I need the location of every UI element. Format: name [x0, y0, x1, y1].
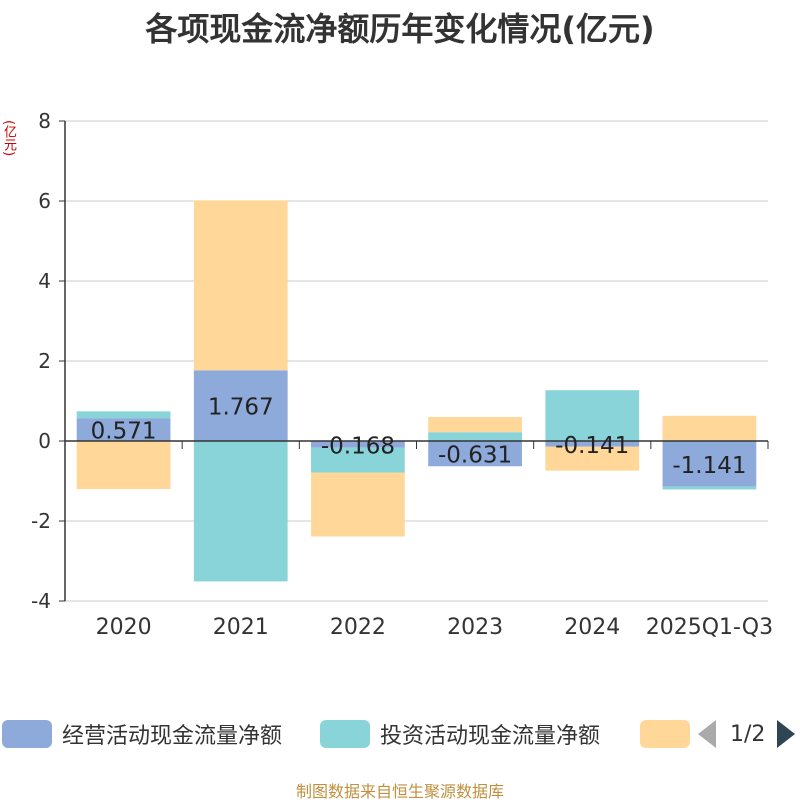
y-tick-label: 2 [38, 349, 51, 373]
y-tick-label: 4 [38, 269, 51, 293]
y-tick-label: 0 [38, 429, 51, 453]
legend-label-operating: 经营活动现金流量净额 [62, 724, 283, 749]
bar-segment-1-2022 [311, 441, 405, 448]
data-label: -0.631 [438, 443, 512, 469]
bar-segment-1-2021 [193, 370, 288, 441]
legend-swatch-financing [640, 720, 690, 748]
bar-segment-2-2021 [193, 441, 288, 582]
bar-segment-1-2025Q1-Q3 [662, 441, 757, 487]
bar-segment-1-2023 [428, 441, 522, 467]
bar-segment-2-2023 [428, 432, 522, 441]
bar-segment-3-2023 [428, 417, 522, 433]
y-tick-label: 8 [38, 109, 51, 133]
bar-segment-3-2022 [311, 472, 405, 537]
legend-next-page-icon[interactable] [777, 720, 796, 748]
x-tick-label: 2025Q1-Q3 [646, 615, 773, 640]
bar-segment-2-2025Q1-Q3 [662, 486, 757, 490]
stacked-bar-chart: -4 -2 0 2 4 6 8 2020 2021 2022 2023 2024 2025Q1-Q3 0.… [31, 109, 773, 640]
y-axis-unit: (亿元) [1, 120, 16, 157]
data-label: 0.571 [91, 419, 157, 445]
y-tick-label: -4 [31, 589, 51, 613]
bar-segment-2-2024 [545, 390, 640, 441]
bar-segment-1-2020 [76, 418, 171, 441]
x-tick-label: 2024 [564, 615, 620, 640]
bar-segment-2-2022 [311, 447, 405, 473]
legend-swatch-investing [320, 720, 370, 748]
y-tick-label: -2 [31, 509, 51, 533]
bar-segment-3-2025Q1-Q3 [662, 415, 757, 441]
legend-pager: 1/2 [698, 716, 796, 752]
bar-segment-1-2024 [545, 441, 640, 447]
data-label: -1.141 [672, 453, 746, 479]
data-label: 1.767 [208, 395, 274, 421]
data-label: -0.141 [555, 433, 629, 459]
x-tick-label: 2020 [96, 615, 152, 640]
bar-segment-2-2020 [76, 411, 171, 419]
legend-label-investing: 投资活动现金流量净额 [380, 724, 601, 749]
legend-item-financing[interactable] [640, 716, 700, 752]
bar-segment-3-2021 [193, 200, 288, 371]
x-tick-label: 2022 [330, 615, 386, 640]
data-source-note: 制图数据来自恒生聚源数据库 [295, 782, 504, 801]
x-tick-label: 2021 [213, 615, 269, 640]
chart-title: 各项现金流净额历年变化情况(亿元) [145, 10, 655, 48]
legend-item-investing[interactable]: 投资活动现金流量净额 [320, 716, 600, 752]
x-tick-label: 2023 [447, 615, 503, 640]
bar-segment-3-2020 [76, 441, 171, 489]
data-label: -0.168 [321, 433, 395, 459]
y-tick-label: 6 [38, 189, 51, 213]
legend-swatch-operating [2, 720, 52, 748]
legend: 经营活动现金流量净额 投资活动现金流量净额 [0, 716, 800, 752]
bar-segment-3-2024 [545, 446, 640, 471]
legend-page-indicator: 1/2 [730, 721, 766, 747]
legend-prev-page-icon[interactable] [698, 720, 716, 748]
legend-item-operating[interactable]: 经营活动现金流量净额 [2, 716, 282, 752]
